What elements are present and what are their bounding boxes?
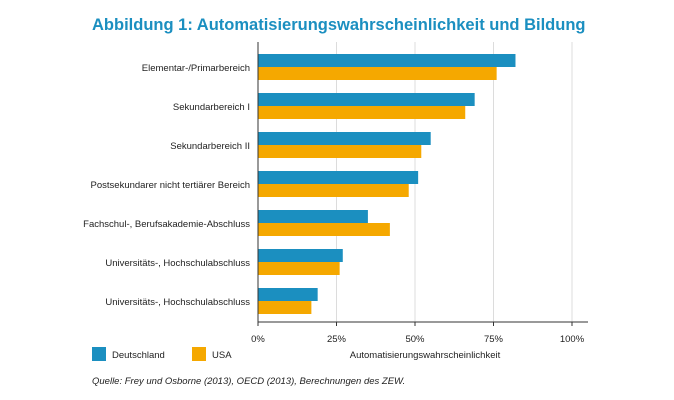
bar-deutschland-2 — [258, 132, 431, 145]
category-label: Sekundarbereich II — [170, 141, 250, 152]
x-axis: 0% 25% 50% 75% 100% — [251, 42, 588, 345]
category-label: Postsekundarer nicht tertiärer Bereich — [91, 180, 250, 191]
legend-swatch-usa — [192, 347, 206, 361]
x-tick-label: 0% — [251, 334, 265, 345]
x-tick-label: 100% — [560, 334, 585, 345]
category-label: Universitäts-, Hochschulabschluss — [105, 297, 250, 308]
category-label: Sekundarbereich I — [173, 102, 250, 113]
bar-deutschland-1 — [258, 93, 475, 106]
legend-label-usa: USA — [212, 350, 232, 361]
category-label: Fachschul-, Berufsakademie-Abschluss — [83, 219, 250, 230]
category-label: Elementar-/Primarbereich — [142, 63, 250, 74]
legend-swatch-deutschland — [92, 347, 106, 361]
category-labels: Elementar-/Primarbereich Sekundarbereich … — [83, 63, 250, 308]
x-tick-label: 25% — [327, 334, 347, 345]
legend: Deutschland USA — [92, 347, 232, 361]
bar-deutschland-5 — [258, 249, 343, 262]
bar-usa-6 — [258, 301, 312, 314]
bar-usa-5 — [258, 262, 340, 275]
category-label: Universitäts-, Hochschulabschluss — [105, 258, 250, 269]
chart-title: Abbildung 1: Automatisierungswahrscheinl… — [92, 16, 586, 34]
source-note: Quelle: Frey und Osborne (2013), OECD (2… — [92, 376, 406, 387]
x-axis-label: Automatisierungswahrscheinlichkeit — [350, 350, 501, 361]
bar-deutschland-6 — [258, 288, 318, 301]
bar-deutschland-3 — [258, 171, 419, 184]
bar-deutschland-0 — [258, 54, 516, 67]
bar-usa-2 — [258, 145, 422, 158]
bar-usa-4 — [258, 223, 390, 236]
bar-usa-0 — [258, 67, 497, 80]
bar-deutschland-4 — [258, 210, 368, 223]
legend-label-deutschland: Deutschland — [112, 350, 165, 361]
bar-usa-3 — [258, 184, 409, 197]
x-tick-label: 50% — [405, 334, 425, 345]
x-tick-label: 75% — [484, 334, 504, 345]
bars — [258, 54, 516, 314]
bar-usa-1 — [258, 106, 466, 119]
